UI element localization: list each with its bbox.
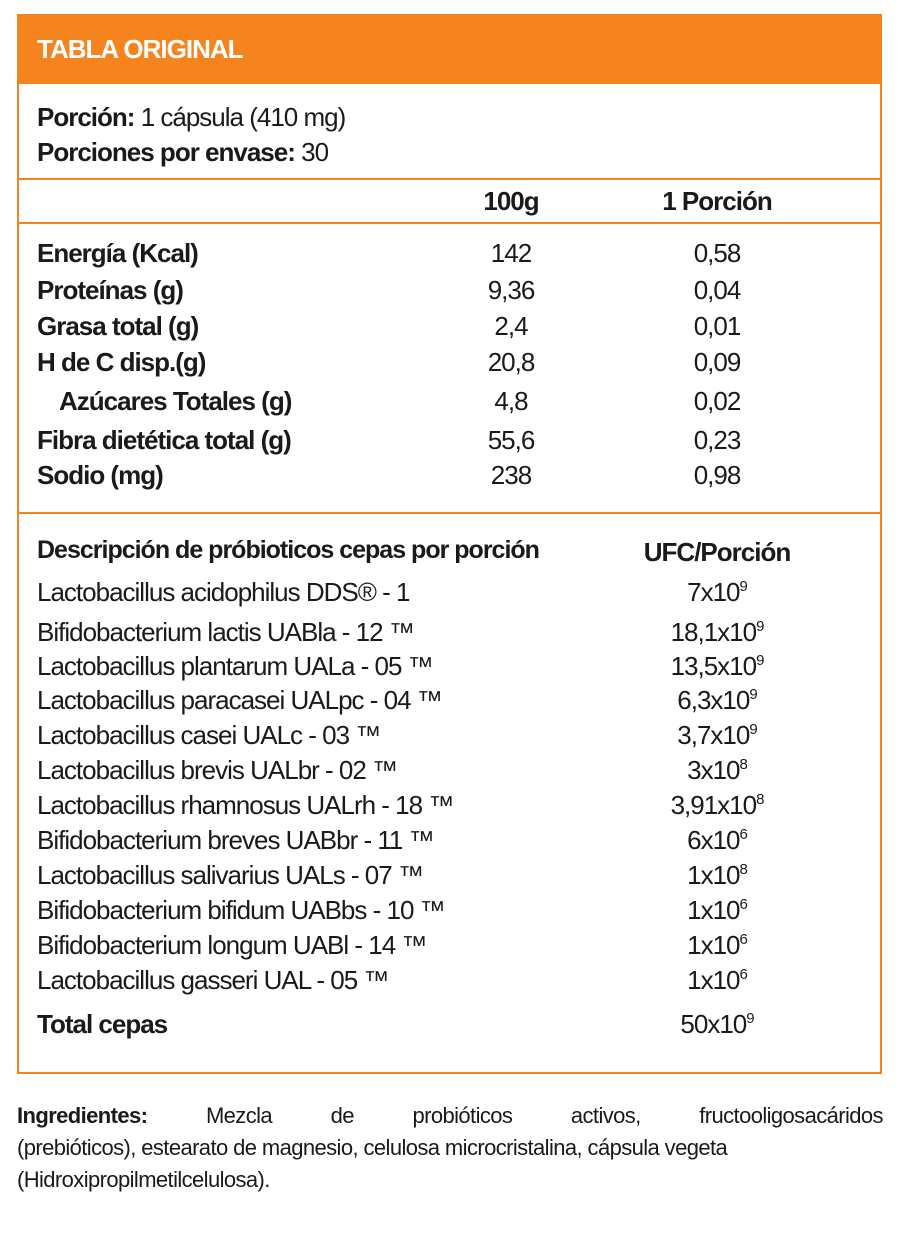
ufc-base: 6x10 (687, 825, 740, 855)
ufc-base: 1x10 (687, 860, 740, 890)
nutrient-name: Grasa total (g) (37, 311, 199, 341)
ingredient-word: Mezcla (205, 1103, 273, 1128)
nutrient-per100: 142 (490, 238, 532, 268)
divider (19, 222, 880, 224)
ufc-base: 3,7x10 (677, 720, 750, 750)
nutrient-per100: 20,8 (487, 347, 536, 377)
strain-ufc: 3x108 (607, 753, 827, 787)
nutrient-name: Azúcares Totales (g) (59, 386, 292, 416)
ingredient-word: fructooligosacáridos (699, 1103, 883, 1128)
ufc-base: 3,91x10 (670, 790, 758, 820)
ufc-exponent: 8 (739, 861, 748, 878)
strain-name: Lactobacillus brevis UALbr - 02 ™ (37, 755, 398, 785)
nutrient-per100: 238 (490, 460, 532, 490)
strain-ufc: 1x106 (607, 893, 827, 927)
nutrient-name: Energía (Kcal) (37, 238, 199, 268)
strain-name: Bifidobacterium breves UABbr - 11 ™ (37, 825, 435, 855)
strain-name: Lactobacillus plantarum UALa - 05 ™ (37, 651, 434, 681)
nutrient-per100: 55,6 (487, 425, 536, 455)
ufc-base: 1x10 (687, 930, 740, 960)
ufc-header: UFC/Porción (643, 537, 791, 567)
ingredients-line-3: (Hidroxipropilmetilcelulosa). (17, 1167, 270, 1192)
servings-value: 30 (301, 137, 329, 167)
strain-name: Lactobacillus salivarius UALs - 07 ™ (37, 860, 424, 890)
nutrient-per100: 2,4 (494, 311, 528, 341)
column-header-100g: 100g (483, 186, 539, 216)
nutrient-per100: 4,8 (494, 386, 528, 416)
nutrient-per-serving: 0,98 (693, 460, 742, 490)
nutrient-per-serving: 0,58 (693, 238, 742, 268)
nutrient-name: Proteínas (g) (37, 275, 184, 305)
ingredient-word: activos, (570, 1103, 641, 1128)
ufc-exponent: 8 (739, 756, 748, 773)
strain-ufc: 1x106 (607, 928, 827, 962)
divider (19, 178, 880, 180)
servings-label: Porciones por envase: (37, 137, 296, 167)
nutrient-per100: 9,36 (487, 275, 536, 305)
ingredients-line-2: (prebióticos), estearato de magnesio, ce… (17, 1135, 728, 1160)
strain-ufc: 7x109 (607, 575, 827, 609)
servings-per-container: Porciones por envase: 30 (37, 135, 329, 169)
strain-ufc: 13,5x109 (607, 649, 827, 683)
table-header: TABLA ORIGINAL (19, 16, 880, 84)
ufc-exponent: 9 (756, 618, 764, 635)
strain-ufc: 1x108 (607, 858, 827, 892)
strain-ufc: 6,3x109 (607, 683, 827, 717)
nutrient-per-serving: 0,04 (693, 275, 742, 305)
probiotics-header: Descripción de próbioticos cepas por por… (37, 536, 540, 564)
strain-ufc: 1x106 (607, 963, 827, 997)
total-exp: 9 (746, 1010, 754, 1027)
ufc-exponent: 9 (749, 686, 757, 703)
nutrient-per-serving: 0,02 (693, 386, 742, 416)
ufc-base: 18,1x10 (670, 617, 758, 647)
strain-name: Lactobacillus gasseri UAL - 05 ™ (37, 965, 389, 995)
serving-size-value: 1 cápsula (410 mg) (140, 102, 347, 132)
strain-ufc: 3,91x108 (607, 788, 827, 822)
nutrient-per-serving: 0,23 (693, 425, 742, 455)
total-base: 50x10 (680, 1009, 747, 1039)
strain-name: Lactobacillus paracasei UALpc - 04 ™ (37, 685, 443, 715)
ufc-exponent: 9 (739, 578, 748, 595)
strain-name: Lactobacillus rhamnosus UALrh - 18 ™ (37, 790, 454, 820)
ufc-base: 13,5x10 (670, 651, 758, 681)
ingredients: Ingredientes: Mezcla de probióticos activos… (17, 1100, 884, 1196)
strain-name: Lactobacillus casei UALc - 03 ™ (37, 720, 381, 750)
nutrient-per-serving: 0,01 (693, 311, 742, 341)
ufc-base: 7x10 (687, 577, 740, 607)
ufc-exponent: 6 (739, 931, 748, 948)
table-title: TABLA ORIGINAL (37, 34, 244, 64)
ufc-exponent: 6 (739, 966, 748, 983)
ufc-exponent: 6 (739, 896, 748, 913)
ingredients-label: Ingredientes: (17, 1103, 148, 1128)
ingredient-word: de (330, 1103, 355, 1128)
ufc-exponent: 9 (749, 721, 757, 738)
divider (19, 512, 880, 514)
nutrient-name: Sodio (mg) (37, 460, 164, 490)
strain-ufc: 3,7x109 (607, 718, 827, 752)
nutrient-name: Fibra dietética total (g) (37, 425, 292, 455)
strain-name: Bifidobacterium bifidum UABbs - 10 ™ (37, 895, 446, 925)
strain-name: Bifidobacterium longum UABl - 14 ™ (37, 930, 427, 960)
total-label: Total cepas (37, 1009, 168, 1039)
serving-size-label: Porción: (37, 102, 135, 132)
ufc-base: 3x10 (687, 755, 740, 785)
strain-ufc: 18,1x109 (607, 615, 827, 649)
ingredients-line-1: Ingredientes: Mezcla de probióticos activos… (17, 1100, 884, 1132)
ufc-base: 1x10 (687, 965, 740, 995)
nutrition-table: TABLA ORIGINAL Porción: 1 cápsula (410 m… (17, 14, 882, 1074)
ufc-exponent: 9 (756, 652, 764, 669)
ufc-exponent: 6 (739, 826, 748, 843)
nutrient-per-serving: 0,09 (693, 347, 742, 377)
ufc-base: 6,3x10 (677, 685, 750, 715)
column-header-serving: 1 Porción (662, 186, 772, 216)
strain-name: Lactobacillus acidophilus DDS® - 1 (37, 577, 410, 607)
nutrient-name: H de C disp.(g) (37, 347, 206, 377)
ufc-exponent: 8 (756, 791, 764, 808)
strain-ufc: 6x106 (607, 823, 827, 857)
ingredient-word: probióticos (412, 1103, 513, 1128)
ufc-base: 1x10 (687, 895, 740, 925)
strain-name: Bifidobacterium lactis UABla - 12 ™ (37, 617, 415, 647)
serving-size: Porción: 1 cápsula (410 mg) (37, 100, 347, 134)
total-value: 50x109 (607, 1007, 827, 1041)
